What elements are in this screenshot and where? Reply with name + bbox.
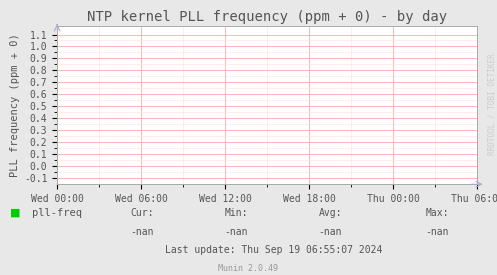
Text: Cur:: Cur: — [130, 208, 154, 218]
Text: Avg:: Avg: — [319, 208, 342, 218]
Text: -nan: -nan — [319, 227, 342, 237]
Text: Last update: Thu Sep 19 06:55:07 2024: Last update: Thu Sep 19 06:55:07 2024 — [165, 245, 382, 255]
Text: pll-freq: pll-freq — [32, 208, 83, 218]
Text: ■: ■ — [10, 208, 20, 218]
Text: RRDTOOL / TOBI OETIKER: RRDTOOL / TOBI OETIKER — [487, 54, 496, 155]
Text: -nan: -nan — [130, 227, 154, 237]
Title: NTP kernel PLL frequency (ppm + 0) - by day: NTP kernel PLL frequency (ppm + 0) - by … — [87, 10, 447, 24]
Text: Min:: Min: — [224, 208, 248, 218]
Text: Munin 2.0.49: Munin 2.0.49 — [219, 264, 278, 273]
Text: -nan: -nan — [425, 227, 449, 237]
Y-axis label: PLL frequency (ppm + 0): PLL frequency (ppm + 0) — [10, 33, 20, 177]
Text: -nan: -nan — [224, 227, 248, 237]
Text: Max:: Max: — [425, 208, 449, 218]
